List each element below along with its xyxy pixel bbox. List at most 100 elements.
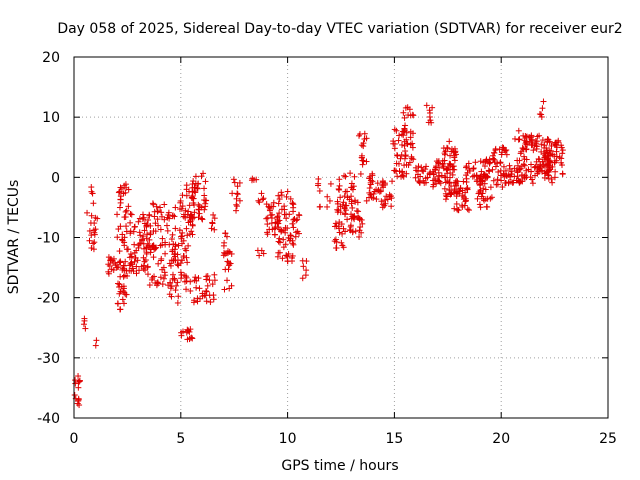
data-point: [451, 152, 458, 159]
data-point: [316, 187, 323, 194]
data-point: [349, 204, 356, 211]
data-point: [401, 155, 408, 162]
data-point: [266, 226, 273, 233]
data-point: [159, 235, 166, 242]
data-point: [164, 227, 171, 234]
data-point: [174, 299, 181, 306]
data-point: [172, 287, 179, 294]
data-point: [75, 373, 82, 380]
data-point: [448, 190, 455, 197]
data-point: [120, 190, 127, 197]
data-point: [141, 245, 148, 252]
data-point: [151, 273, 158, 280]
data-point: [236, 179, 243, 186]
data-point: [202, 292, 209, 299]
data-point: [548, 175, 555, 182]
data-point: [500, 163, 507, 170]
data-point: [517, 165, 524, 172]
data-point: [203, 197, 210, 204]
data-point: [176, 227, 183, 234]
data-point: [136, 267, 143, 274]
data-point: [169, 246, 176, 253]
data-point: [264, 221, 271, 228]
data-point: [90, 200, 97, 207]
data-point: [224, 277, 231, 284]
data-point: [175, 242, 182, 249]
data-point: [558, 142, 565, 149]
data-point: [488, 194, 495, 201]
data-point: [120, 262, 127, 269]
data-point: [233, 201, 240, 208]
data-point: [447, 191, 454, 198]
data-point: [284, 253, 291, 260]
data-point: [155, 280, 162, 287]
data-point: [189, 181, 196, 188]
data-point: [548, 142, 555, 149]
data-point: [412, 174, 419, 181]
data-point: [161, 201, 168, 208]
data-point: [538, 111, 545, 118]
data-point: [123, 246, 130, 253]
data-point: [474, 195, 481, 202]
data-point: [183, 254, 190, 261]
data-point: [117, 193, 124, 200]
data-point: [275, 238, 282, 245]
data-point: [166, 241, 173, 248]
data-point: [332, 236, 339, 243]
data-point: [346, 226, 353, 233]
data-point: [399, 141, 406, 148]
data-point: [445, 164, 452, 171]
data-point: [162, 250, 169, 257]
data-point: [453, 181, 460, 188]
data-point: [203, 273, 210, 280]
data-point: [326, 197, 333, 204]
data-point: [355, 214, 362, 221]
data-point: [538, 141, 545, 148]
data-point: [183, 286, 190, 293]
data-point: [376, 188, 383, 195]
data-point: [86, 237, 93, 244]
data-point: [136, 229, 143, 236]
data-point: [234, 191, 241, 198]
data-point: [132, 254, 139, 261]
data-point: [394, 152, 401, 159]
data-point: [289, 252, 296, 259]
data-point: [427, 117, 434, 124]
data-point: [462, 198, 469, 205]
data-point: [363, 197, 370, 204]
data-point: [381, 197, 388, 204]
data-point: [332, 220, 339, 227]
data-point: [125, 203, 132, 210]
data-point: [275, 249, 282, 256]
y-axis-label: SDTVAR / TECUs: [6, 180, 22, 295]
data-point: [200, 170, 207, 177]
data-point: [369, 172, 376, 179]
data-point: [248, 177, 255, 184]
data-point: [270, 203, 277, 210]
data-point: [84, 209, 91, 216]
data-point: [546, 158, 553, 165]
data-point: [178, 205, 185, 212]
data-point: [507, 173, 514, 180]
data-point: [116, 284, 123, 291]
data-point: [274, 214, 281, 221]
data-point: [484, 204, 491, 211]
data-point: [90, 240, 97, 247]
data-point: [72, 380, 79, 387]
data-point: [121, 214, 128, 221]
data-point: [327, 180, 334, 187]
data-point: [532, 140, 539, 147]
data-point: [537, 163, 544, 170]
data-point: [552, 168, 559, 175]
data-point: [183, 247, 190, 254]
data-point: [335, 207, 342, 214]
data-point: [333, 223, 340, 230]
data-point: [88, 184, 95, 191]
data-point: [278, 192, 285, 199]
data-point: [133, 263, 140, 270]
data-point: [226, 248, 233, 255]
data-point: [399, 169, 406, 176]
data-point: [76, 402, 83, 409]
data-point: [363, 158, 370, 165]
data-point: [192, 173, 199, 180]
